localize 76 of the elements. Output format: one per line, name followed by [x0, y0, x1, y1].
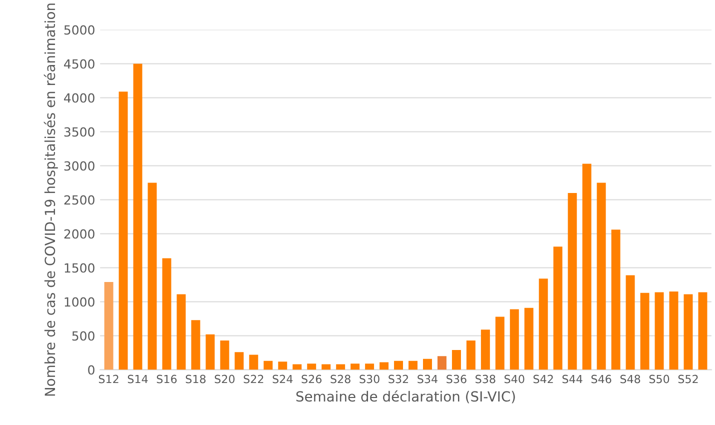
y-tick-label: 5000	[64, 25, 94, 35]
bar	[626, 275, 635, 370]
bar	[452, 350, 461, 370]
x-tick-label: S24	[272, 374, 293, 384]
bar	[582, 164, 592, 370]
bar	[365, 364, 374, 370]
bar	[264, 360, 273, 370]
x-tick-label: S28	[330, 374, 350, 384]
bar	[278, 362, 288, 370]
y-tick-label: 3500	[64, 127, 94, 137]
bar	[104, 282, 114, 370]
bar	[480, 330, 490, 370]
x-tick-label: S50	[649, 374, 670, 384]
bar	[133, 64, 142, 370]
bar	[118, 92, 128, 370]
y-tick-label: 4000	[64, 93, 94, 103]
bar	[220, 340, 230, 370]
bar	[148, 182, 157, 370]
bar	[524, 308, 534, 370]
x-tick-label: S42	[534, 374, 553, 384]
bar	[654, 292, 664, 370]
bar	[336, 364, 346, 370]
bar	[568, 192, 577, 370]
x-tick-label: S36	[446, 374, 466, 384]
y-tick-label: 500	[72, 331, 94, 341]
y-tick-label: 2500	[64, 195, 94, 205]
y-tick-label: 0	[88, 365, 94, 375]
y-tick-label: 1500	[64, 263, 94, 273]
bar	[350, 364, 360, 370]
x-tick-label: S20	[214, 374, 235, 384]
x-tick-label: S38	[476, 374, 496, 384]
bar	[437, 356, 446, 370]
x-tick-label: S30	[360, 374, 380, 384]
bar	[162, 258, 172, 370]
bar	[408, 360, 418, 370]
bar	[596, 182, 606, 370]
bar	[684, 294, 693, 370]
y-axis-title: Nombre de cas de COVID-19 hospitalisés en réanimation	[44, 4, 58, 396]
bar	[423, 358, 432, 370]
y-tick-label: 2000	[64, 229, 94, 239]
bar	[640, 292, 650, 370]
bar	[394, 360, 404, 370]
bar	[322, 364, 331, 370]
bar	[466, 340, 476, 370]
bar	[206, 334, 215, 370]
bar	[611, 230, 620, 370]
y-tick-label: 4500	[64, 59, 94, 69]
bar	[510, 309, 519, 370]
y-tick-label: 1000	[64, 297, 94, 307]
x-tick-label: S22	[244, 374, 264, 384]
x-tick-label: S52	[678, 374, 698, 384]
bar	[249, 354, 258, 370]
x-tick-label: S40	[504, 374, 524, 384]
x-tick-label: S46	[591, 374, 612, 384]
bar	[538, 278, 548, 370]
x-tick-label: S44	[562, 374, 582, 384]
x-tick-label: S12	[98, 374, 118, 384]
x-tick-label: S18	[186, 374, 206, 384]
x-tick-label: S34	[418, 374, 438, 384]
x-tick-label: S16	[156, 374, 177, 384]
bar	[495, 316, 504, 370]
x-tick-label: S32	[388, 374, 408, 384]
x-tick-label: S26	[302, 374, 322, 384]
bar	[191, 320, 200, 370]
bar	[380, 362, 389, 370]
x-tick-label: S14	[128, 374, 148, 384]
bar	[698, 292, 708, 370]
bar	[669, 292, 678, 370]
bar	[292, 364, 302, 370]
y-tick-label: 3000	[64, 161, 94, 171]
bar	[307, 364, 316, 370]
bar	[553, 246, 562, 370]
x-axis-title: Semaine de déclaration (SI-VIC)	[296, 390, 515, 404]
bar	[176, 294, 186, 370]
x-tick-label: S48	[620, 374, 640, 384]
bar	[234, 352, 244, 370]
